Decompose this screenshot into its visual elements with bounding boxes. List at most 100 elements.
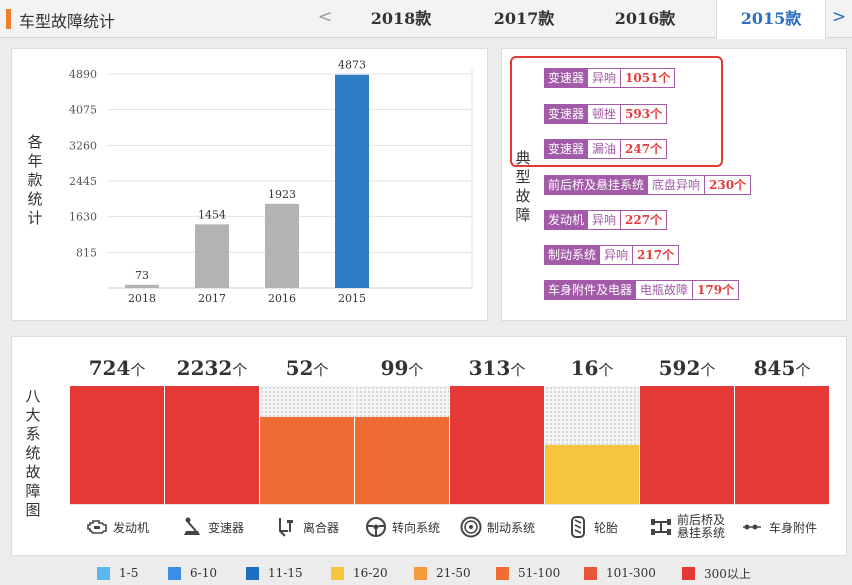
system-bar-track [735,386,829,504]
bar [335,74,369,289]
legend-item: 6-10 [168,565,217,581]
year-chart-vertical-label: 各 年 款 统 计 [27,133,43,227]
bar-value-label: 73 [135,269,149,282]
system-bar-fill [640,386,734,504]
legend-swatch [331,566,344,580]
system-column-engine[interactable]: 724个 发动机 [70,351,165,549]
fault-count: 1051个 [621,68,676,88]
system-count: 99个 [355,351,449,386]
legend-item: 16-20 [331,565,388,581]
system-bar-fill [260,416,354,504]
system-bar-track [355,386,449,504]
fault-count: 593个 [621,104,668,124]
fault-count: 179个 [693,280,740,300]
system-bar-track [640,386,734,504]
system-count: 845个 [735,351,829,386]
fault-type: 顿挫 [588,104,622,124]
y-tick-label: 815 [76,246,97,259]
fault-count: 217个 [633,245,680,265]
legend-item: 300以上 [682,565,751,581]
system-bar-fill [70,386,164,504]
system-column-axle[interactable]: 592个 前后桥及 悬挂系统 [640,351,735,549]
highlight-box [510,56,723,167]
fault-item[interactable]: 发动机 异响 227个 [544,210,668,230]
y-tick-label: 4075 [69,104,97,117]
clutch-icon [278,518,293,537]
legend-item: 101-300 [584,565,656,581]
fault-category: 变速器 [544,104,589,124]
y-tick-label: 1630 [69,211,97,224]
legend-swatch [414,566,427,580]
fault-item[interactable]: 变速器 异响 1051个 [544,68,676,88]
fault-item[interactable]: 变速器 漏油 247个 [544,139,668,159]
fault-type: 异响 [600,245,634,265]
fault-count: 247个 [621,139,668,159]
fault-item[interactable]: 前后桥及悬挂系统 底盘异响 230个 [544,175,752,195]
legend-item: 11-15 [246,565,303,581]
system-count: 2232个 [165,351,259,386]
fault-type: 异响 [588,68,622,88]
x-tick-label: 2015 [338,292,366,305]
legend-item: 51-100 [496,565,560,581]
axle-icon [650,519,671,535]
system-column-body[interactable]: 845个 车身附件 [735,351,830,549]
fault-item[interactable]: 车身附件及电器 电瓶故障 179个 [544,280,740,300]
fault-category: 发动机 [544,210,589,230]
steering-wheel-icon [365,517,386,537]
fault-category: 变速器 [544,139,589,159]
year-bar-chart: 815 1630 2445 3260 4075 4890 73 2018 1454 2017 192… [69,59,473,305]
header-bar: 车型故障统计 < 2018款 2017款 2016款 2015款 > [0,0,852,39]
prev-arrow-button[interactable]: < [317,7,333,27]
system-label: 轮胎 [545,504,639,549]
y-tick-label: 4890 [69,68,97,81]
tire-icon [570,516,585,538]
fault-type: 异响 [588,210,622,230]
next-arrow-button[interactable]: > [831,7,847,27]
tab-2018[interactable]: 2018款 [370,9,432,28]
system-bar-fill [165,386,259,504]
system-count: 52个 [260,351,354,386]
fault-item[interactable]: 变速器 顿挫 593个 [544,104,668,124]
system-bar-fill [735,386,829,504]
gear-shift-icon [183,517,200,535]
legend-swatch [246,566,259,580]
system-label: 车身附件 [735,504,829,549]
x-tick-label: 2016 [268,292,296,305]
system-label: 前后桥及 悬挂系统 [640,504,734,549]
system-bar-track [450,386,544,504]
system-column-steering[interactable]: 99个 转向系统 [355,351,450,549]
system-label: 转向系统 [355,504,449,549]
x-tick-label: 2017 [198,292,226,305]
system-label: 变速器 [165,504,259,549]
fault-type: 电瓶故障 [636,280,694,300]
system-bar-fill [545,445,639,504]
tab-2015[interactable]: 2015款 [716,0,826,39]
system-bar-track [545,386,639,504]
color-legend: 1-5 6-10 11-15 16-20 21-50 51-100 101-30… [0,557,852,585]
system-column-transmission[interactable]: 2232个 变速器 [165,351,260,549]
system-column-tire[interactable]: 16个 轮胎 [545,351,640,549]
typical-faults-vertical-label: 典 型 故 障 [515,149,531,224]
system-count: 724个 [70,351,164,386]
system-column-brake[interactable]: 313个 制动系统 [450,351,545,549]
system-count: 592个 [640,351,734,386]
fault-count: 230个 [705,175,752,195]
system-label: 制动系统 [450,504,544,549]
page-title: 车型故障统计 [19,12,116,31]
system-bar-fill [355,416,449,504]
system-label: 离合器 [260,504,354,549]
fault-item[interactable]: 制动系统 异响 217个 [544,245,680,265]
tab-2016[interactable]: 2016款 [614,9,676,28]
bar [265,203,299,288]
legend-item: 21-50 [414,565,471,581]
title-accent-bar [6,9,11,29]
bar [125,284,159,288]
system-bar-track [165,386,259,504]
bar-value-label: 4873 [338,59,366,72]
legend-swatch [682,566,695,580]
bar [195,224,229,288]
system-column-clutch[interactable]: 52个 离合器 [260,351,355,549]
tab-2017[interactable]: 2017款 [493,9,555,28]
system-bar-track [260,386,354,504]
system-count: 16个 [545,351,639,386]
